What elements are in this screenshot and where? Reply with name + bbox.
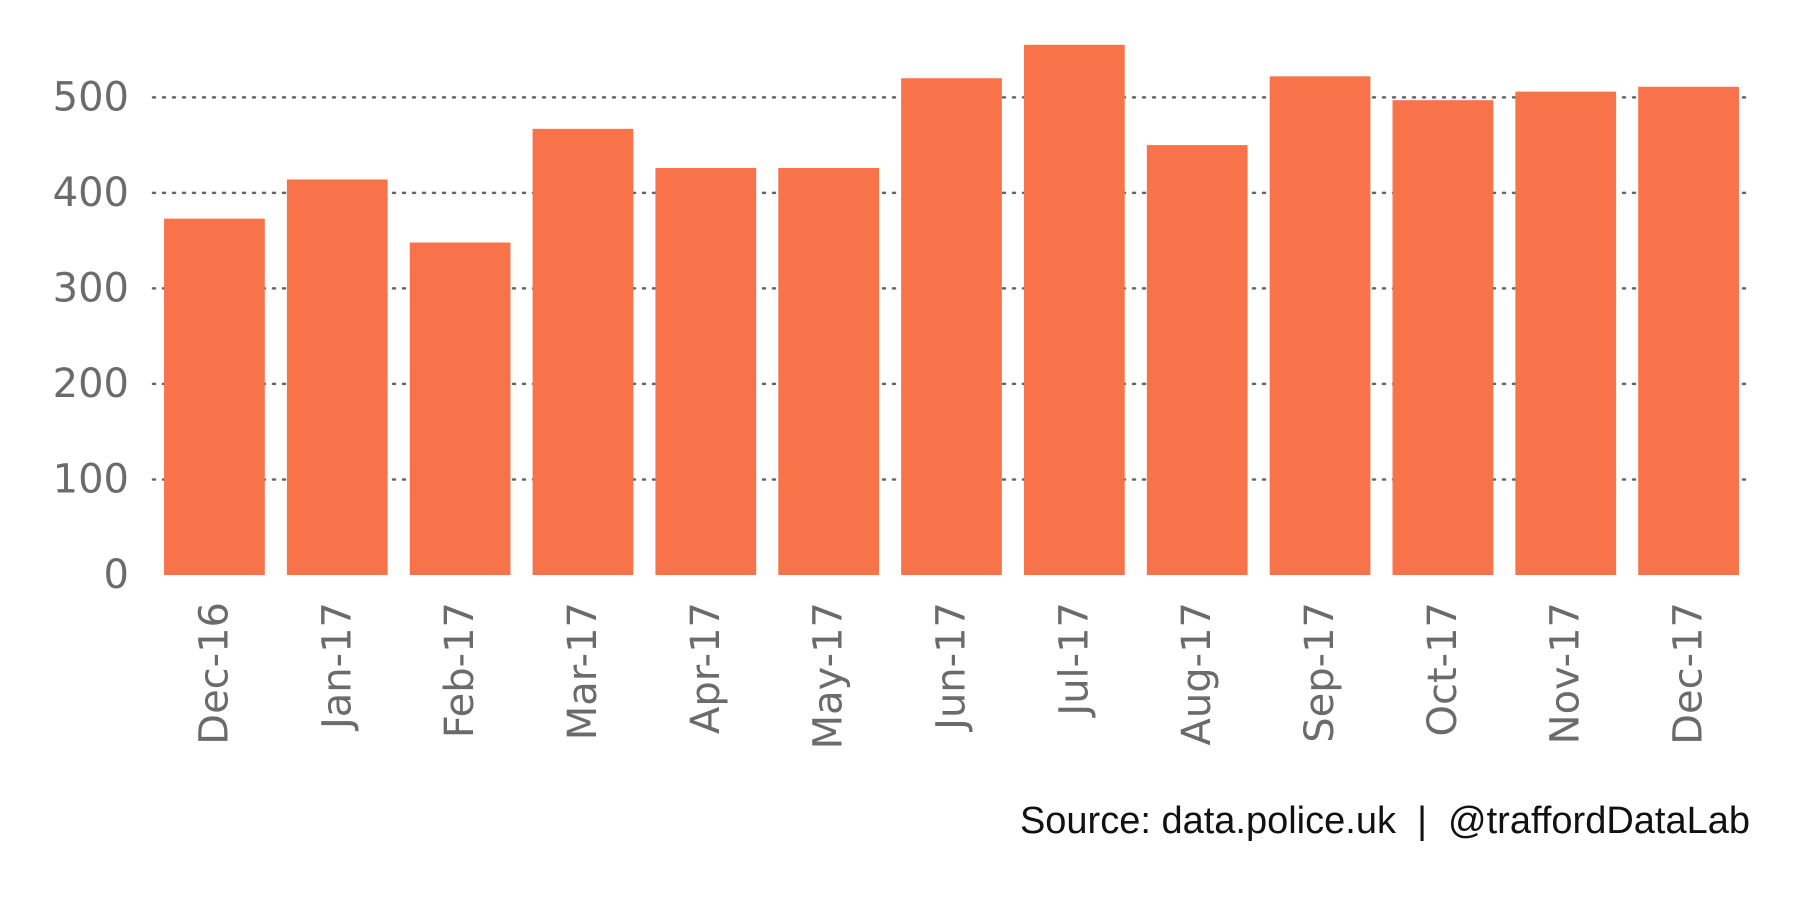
bar-Jan-17 bbox=[286, 179, 388, 575]
bar-Jun-17 bbox=[901, 78, 1002, 575]
x-tick-label-Nov-17: Nov-17 bbox=[1543, 602, 1589, 744]
y-tick-label-0: 0 bbox=[104, 552, 129, 598]
bar-Apr-17 bbox=[655, 168, 757, 575]
bars bbox=[164, 44, 1739, 576]
bar-Dec-17 bbox=[1638, 86, 1739, 575]
bar-Mar-17 bbox=[532, 128, 634, 576]
bar-Dec-16 bbox=[164, 218, 265, 575]
bar-Nov-17 bbox=[1515, 91, 1617, 575]
x-axis: Dec-16 Jan-17 Feb-17 Mar-17 Apr-17 May-17 Jun-… bbox=[191, 602, 1711, 749]
y-tick-label-100: 100 bbox=[53, 456, 129, 502]
x-tick-label-May-17: May-17 bbox=[806, 602, 852, 749]
source-caption: Source: data.police.uk | @traffordDataLa… bbox=[1019, 800, 1750, 842]
bar-May-17 bbox=[778, 168, 880, 575]
bar-Feb-17 bbox=[409, 242, 511, 576]
y-tick-label-400: 400 bbox=[53, 170, 129, 216]
bar-Sep-17 bbox=[1269, 76, 1371, 575]
y-tick-label-200: 200 bbox=[53, 361, 129, 407]
y-axis: 0 100 200 300 400 500 bbox=[53, 74, 129, 598]
x-tick-label-Oct-17: Oct-17 bbox=[1420, 602, 1466, 737]
x-tick-label-Jun-17: Jun-17 bbox=[929, 602, 975, 733]
x-tick-label-Dec-16: Dec-16 bbox=[191, 602, 237, 745]
bar-Jul-17 bbox=[1023, 44, 1125, 575]
x-tick-label-Aug-17: Aug-17 bbox=[1174, 602, 1220, 745]
x-tick-label-Jan-17: Jan-17 bbox=[314, 602, 360, 732]
x-tick-label-Mar-17: Mar-17 bbox=[560, 602, 606, 740]
x-tick-label-Sep-17: Sep-17 bbox=[1297, 602, 1343, 743]
x-tick-label-Apr-17: Apr-17 bbox=[683, 602, 729, 734]
bar-Oct-17 bbox=[1392, 100, 1494, 575]
y-tick-label-300: 300 bbox=[53, 265, 129, 311]
bar-Aug-17 bbox=[1146, 145, 1248, 575]
x-tick-label-Jul-17: Jul-17 bbox=[1051, 602, 1097, 719]
x-tick-label-Dec-17: Dec-17 bbox=[1666, 602, 1712, 745]
x-tick-label-Feb-17: Feb-17 bbox=[437, 602, 483, 738]
y-tick-label-500: 500 bbox=[53, 74, 129, 120]
